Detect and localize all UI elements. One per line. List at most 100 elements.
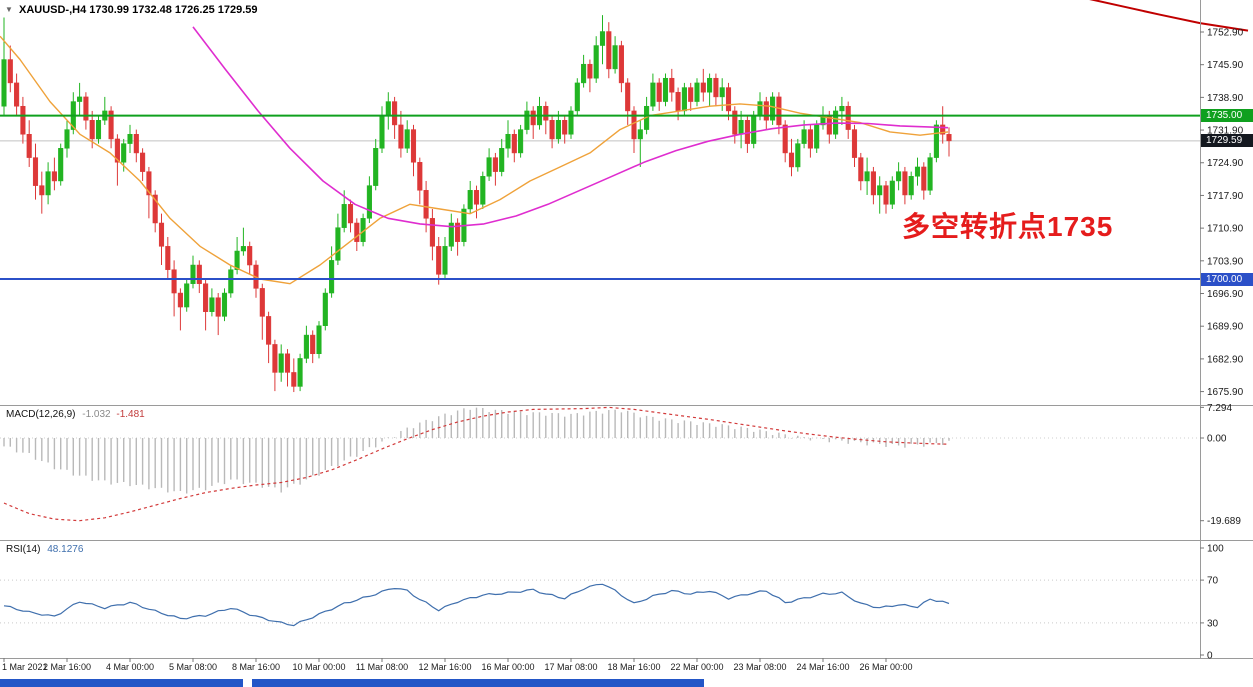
candle bbox=[788, 138, 795, 177]
time-axis-label: 18 Mar 16:00 bbox=[607, 662, 660, 672]
support-price-badge: 1700.00 bbox=[1201, 272, 1253, 286]
candle bbox=[221, 288, 228, 322]
red-trendline[interactable] bbox=[1078, 0, 1249, 32]
candle bbox=[32, 143, 39, 200]
candle bbox=[64, 120, 70, 158]
candle bbox=[39, 171, 45, 214]
candle bbox=[127, 124, 133, 153]
candle bbox=[940, 106, 946, 144]
candle bbox=[209, 288, 215, 317]
time-axis-label: 17 Mar 08:00 bbox=[544, 662, 597, 672]
candle bbox=[688, 82, 694, 111]
candle bbox=[625, 78, 631, 125]
candle bbox=[763, 96, 769, 130]
candle bbox=[870, 166, 876, 205]
rsi-value: 48.1276 bbox=[47, 544, 84, 555]
candle bbox=[927, 152, 933, 195]
ma-slow-magenta-line bbox=[192, 26, 949, 228]
price-tick-label: 1724.90 bbox=[1207, 158, 1244, 169]
price-tick-label: 1682.90 bbox=[1207, 354, 1244, 365]
candle bbox=[77, 82, 83, 116]
rsi-panel[interactable] bbox=[0, 540, 1200, 658]
candle bbox=[240, 227, 246, 256]
candle bbox=[316, 321, 322, 359]
time-axis-label: 26 Mar 00:00 bbox=[859, 662, 912, 672]
candle bbox=[45, 162, 51, 205]
candle bbox=[95, 115, 102, 144]
candle bbox=[599, 15, 606, 65]
candle bbox=[335, 213, 341, 266]
candle bbox=[272, 339, 278, 392]
candle bbox=[896, 162, 902, 191]
main-chart-panel[interactable] bbox=[0, 0, 1200, 405]
price-tick-label: 1752.90 bbox=[1207, 27, 1244, 38]
candle bbox=[851, 124, 858, 167]
price-tick-label: 1731.90 bbox=[1207, 126, 1244, 137]
candle bbox=[329, 246, 335, 298]
candle bbox=[530, 106, 536, 139]
candle bbox=[392, 96, 398, 139]
candle bbox=[190, 255, 196, 289]
candle bbox=[486, 148, 492, 181]
time-axis-label: 12 Mar 16:00 bbox=[418, 662, 471, 672]
chart-annotation[interactable]: 多空转折点1735 bbox=[902, 211, 1114, 242]
candle bbox=[662, 73, 669, 107]
candle bbox=[612, 36, 618, 74]
macd-indicator-label: MACD(12,26,9) -1.032 -1.481 bbox=[6, 409, 145, 420]
candle bbox=[467, 180, 473, 214]
candle bbox=[184, 279, 190, 312]
candle bbox=[108, 106, 114, 149]
collapse-arrow-icon[interactable]: ▼ bbox=[5, 5, 13, 14]
chart-title: ▼ XAUUSD-,H4 1730.99 1732.48 1726.25 172… bbox=[5, 4, 258, 16]
candle bbox=[700, 68, 706, 102]
candle bbox=[228, 265, 234, 298]
price-tick-label: 1738.90 bbox=[1207, 93, 1244, 104]
time-axis-label: 2 Mar 16:00 bbox=[43, 662, 91, 672]
candle bbox=[568, 106, 574, 139]
price-tick-label: 1696.90 bbox=[1207, 289, 1244, 300]
candle bbox=[631, 106, 637, 153]
candle bbox=[398, 110, 404, 158]
macd-name: MACD(12,26,9) bbox=[6, 409, 76, 420]
time-axis-label: 22 Mar 00:00 bbox=[670, 662, 723, 672]
horizontal-level-lines[interactable] bbox=[0, 114, 1200, 281]
time-axis-label: 8 Mar 16:00 bbox=[232, 662, 280, 672]
candle bbox=[448, 213, 454, 252]
macd-main-value: -1.032 bbox=[82, 409, 111, 420]
candle bbox=[732, 106, 738, 144]
rsi-indicator-label: RSI(14) 48.1276 bbox=[6, 544, 83, 555]
macd-signal-line bbox=[3, 406, 950, 522]
candle bbox=[322, 288, 328, 331]
candle bbox=[177, 288, 183, 331]
taskbar-segment[interactable] bbox=[252, 679, 704, 687]
candle bbox=[152, 190, 158, 233]
price-tick-label: 1745.90 bbox=[1207, 60, 1244, 71]
candlestick-series bbox=[1, 15, 952, 393]
price-axis[interactable]: 1752.90 1745.90 1738.90 1731.90 1724.90 1717.… bbox=[1200, 27, 1244, 662]
time-axis-label: 16 Mar 00:00 bbox=[481, 662, 534, 672]
time-axis-label: 10 Mar 00:00 bbox=[292, 662, 345, 672]
candle bbox=[436, 237, 442, 285]
candle bbox=[247, 241, 253, 275]
candle bbox=[637, 120, 643, 167]
candle bbox=[574, 78, 580, 116]
candle bbox=[140, 148, 146, 181]
candle bbox=[877, 176, 883, 214]
taskbar-segment[interactable] bbox=[0, 679, 243, 687]
candle bbox=[373, 138, 379, 191]
candle bbox=[133, 129, 139, 163]
candle bbox=[864, 157, 870, 195]
price-tick-label: 1717.90 bbox=[1207, 191, 1244, 202]
candle bbox=[725, 82, 732, 121]
candle bbox=[26, 120, 32, 167]
candle bbox=[511, 129, 517, 163]
rsi-name: RSI(14) bbox=[6, 544, 41, 555]
candle bbox=[814, 120, 820, 153]
candle bbox=[669, 68, 675, 102]
candle bbox=[417, 157, 423, 205]
candle bbox=[303, 325, 309, 364]
candle bbox=[171, 260, 177, 317]
candle bbox=[593, 36, 599, 83]
